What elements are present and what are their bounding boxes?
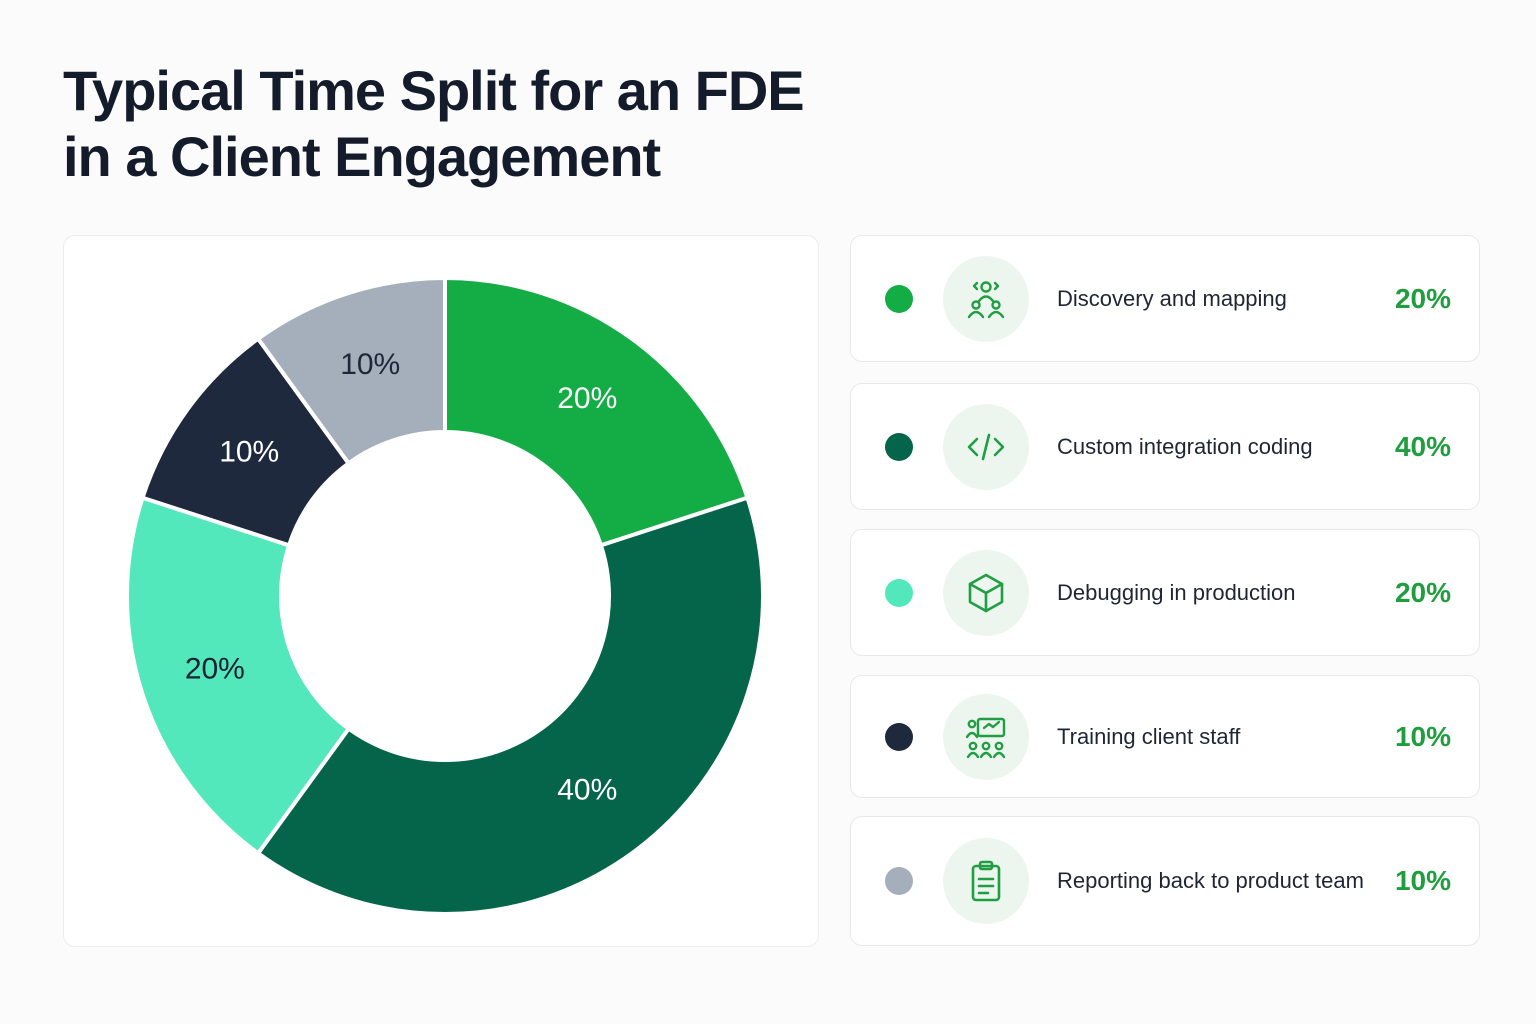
donut-slice-5 <box>255 275 447 467</box>
legend-label: Training client staff <box>1057 723 1241 749</box>
title-line-2: in a Client Engagement <box>63 125 661 188</box>
legend-item-integration: Custom integration coding 40% <box>850 383 1480 510</box>
legend-dot <box>885 867 913 895</box>
code-icon <box>943 403 1029 490</box>
legend-value: 10% <box>1394 865 1451 896</box>
legend-label: Reporting back to product team <box>1057 868 1364 893</box>
donut-slice-label-2: 40% <box>557 774 617 807</box>
donut-slice-3 <box>125 495 352 857</box>
legend-item-training: Training client staff 10% <box>850 675 1480 798</box>
legend-label: Discovery and mapping <box>1057 285 1287 311</box>
legend-value: 10% <box>1394 720 1451 752</box>
team-icon <box>943 255 1029 342</box>
legend-dot <box>885 432 913 461</box>
legend-item-discovery: Discovery and mapping 20% <box>850 235 1480 362</box>
legend-item-reporting: Reporting back to product team 10% <box>850 816 1480 946</box>
donut-chart: 20% 40% 20% 10% 10% <box>125 275 765 916</box>
page-title: Typical Time Split for an FDE in a Clien… <box>63 58 805 190</box>
legend-dot <box>885 578 913 607</box>
donut-slice-label-3: 20% <box>185 653 245 686</box>
legend-label: Debugging in production <box>1057 579 1296 605</box>
legend-dot <box>885 722 913 751</box>
legend-dot <box>885 284 913 313</box>
donut-slice-2 <box>255 495 765 916</box>
donut-slice-label-4: 10% <box>219 436 279 469</box>
chart-card: 20% 40% 20% 10% 10% <box>63 235 819 947</box>
cube-icon <box>943 549 1029 636</box>
donut-slice-1 <box>443 275 750 548</box>
legend-value: 20% <box>1394 282 1451 314</box>
donut-slice-label-5: 10% <box>340 348 400 381</box>
legend-value: 20% <box>1394 576 1451 608</box>
legend-value: 40% <box>1394 430 1451 462</box>
clipboard-icon <box>943 838 1029 924</box>
legend-item-debugging: Debugging in production 20% <box>850 529 1480 656</box>
donut-slice-label-1: 20% <box>557 382 617 415</box>
title-line-1: Typical Time Split for an FDE <box>63 59 805 122</box>
legend-label: Custom integration coding <box>1057 433 1313 459</box>
presentation-icon <box>943 693 1029 780</box>
